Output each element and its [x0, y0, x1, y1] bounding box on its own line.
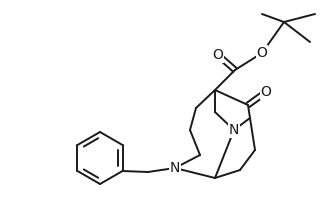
Text: O: O — [257, 46, 267, 60]
Text: O: O — [257, 46, 267, 60]
Text: O: O — [213, 48, 223, 62]
Text: O: O — [260, 85, 272, 99]
Text: O: O — [260, 85, 272, 99]
Text: N: N — [170, 161, 180, 175]
Text: O: O — [213, 48, 223, 62]
Text: N: N — [229, 123, 239, 137]
